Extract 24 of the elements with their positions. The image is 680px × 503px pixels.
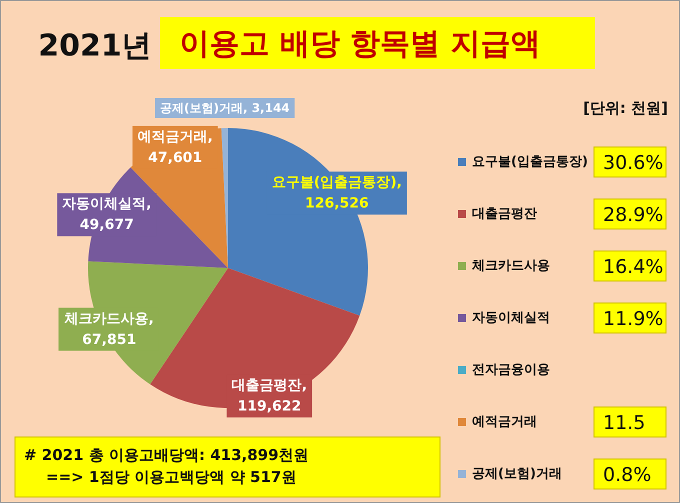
text: 16.4% [603,256,664,278]
data-label: 예적금거래, 47,601 [138,128,213,166]
legend-label: 요구불(입출금통장) [472,154,588,170]
text: 11.9% [603,308,664,330]
text: 28.9% [603,204,664,226]
legend-label: 예적금거래 [472,414,537,430]
chart-title: 2021년 [38,28,152,64]
text: ==> 1점당 이용고백당액 약 517원 [46,468,296,486]
legend-label: 공제(보험)거래 [472,466,562,482]
legend-label: 대출금평잔 [472,206,537,222]
legend-label: 체크카드사용 [471,258,550,274]
data-label: 체크카드사용, 67,851 [64,310,154,348]
text: # 2021 총 이용고배당액: 413,899천원 [24,446,309,464]
data-label: 대출금평잔, 119,622 [232,377,308,414]
data-label: 요구불(입출금통장), 126,526 [272,174,402,212]
text: 11.5 [603,412,646,434]
legend-label: 전자금융이용 [472,362,550,378]
legend-label: 자동이체실적 [472,310,550,326]
data-label: 자동이체실적, 49,677 [62,196,152,234]
text: 30.6% [603,152,664,174]
data-label: 공제(보험)거래, 3,144 [160,101,290,115]
text: [단위: 천원] [583,99,668,117]
text: 0.8% [603,464,652,486]
chart-subtitle: 이용고 배당 항목별 지급액 [179,26,541,62]
